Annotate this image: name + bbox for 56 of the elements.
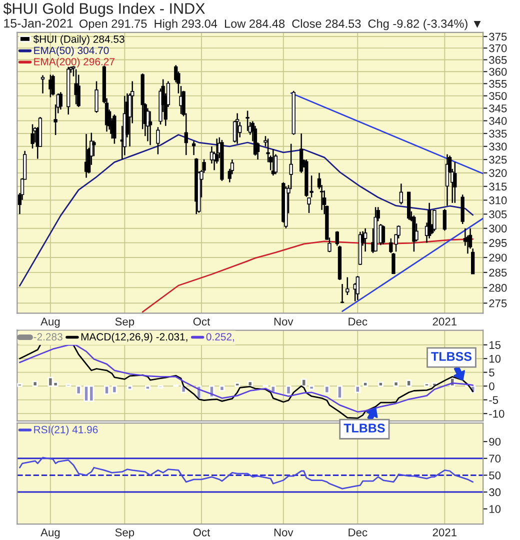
x-tick-label: Aug bbox=[40, 528, 60, 539]
y-tick-label: 280 bbox=[489, 284, 507, 292]
y-tick-label: 365 bbox=[489, 56, 507, 64]
y-tick-label: 350 bbox=[489, 92, 507, 100]
y-tick-label: 5 bbox=[489, 368, 494, 376]
y-tick-label: 330 bbox=[489, 142, 507, 151]
x-tick-label: 2021 bbox=[432, 318, 456, 326]
chart-subtitle: 15-Jan-2021 bbox=[4, 18, 73, 28]
y-tick-label: 310 bbox=[489, 196, 507, 204]
y-tick-label: 10 bbox=[489, 354, 501, 363]
y-tick-label: 290 bbox=[489, 254, 507, 262]
x-tick-label: Sep bbox=[115, 318, 134, 328]
x-tick-label: Dec bbox=[348, 528, 368, 536]
x-tick-label: Oct bbox=[193, 318, 210, 326]
x-tick-label: 2021 bbox=[432, 528, 456, 536]
y-tick-label: 325 bbox=[489, 156, 507, 164]
y-tick-label: 30 bbox=[489, 488, 501, 496]
legend-label: MACD(12,26,9) -2.031, bbox=[81, 332, 188, 343]
chart-title: $HUI Gold Bugs Index - INDX bbox=[3, 2, 205, 17]
annotation: TLBBS bbox=[344, 424, 385, 433]
y-tick-label: 335 bbox=[489, 130, 507, 138]
y-tick-label: 285 bbox=[489, 268, 507, 277]
y-tick-label: -5 bbox=[489, 396, 498, 404]
y-tick-label: 315 bbox=[489, 182, 507, 191]
y-tick-label: 300 bbox=[489, 224, 507, 232]
legend-label: EMA(200) 296.27 bbox=[34, 58, 114, 68]
text: Open 291.75 High 293.04 Low 284.48 Close 284.53 Chg -9.82 (-3.34%) ▼ bbox=[80, 19, 481, 30]
y-tick-label: 295 bbox=[489, 239, 507, 247]
x-tick-label: Sep bbox=[115, 528, 134, 539]
legend-label: 0.252, bbox=[206, 333, 234, 342]
y-tick-label: 90 bbox=[489, 438, 501, 446]
legend-label: RSI(21) 41.96 bbox=[34, 426, 98, 436]
y-tick-label: 375 bbox=[489, 32, 507, 41]
y-tick-label: 340 bbox=[489, 117, 507, 125]
y-tick-label: -10 bbox=[489, 410, 504, 418]
y-tick-label: 70 bbox=[489, 454, 501, 463]
x-tick-label: Oct bbox=[193, 528, 210, 536]
legend-label: $HUI (Daily) 284.53 bbox=[33, 35, 124, 45]
x-tick-label: Dec bbox=[348, 318, 368, 326]
y-tick-label: 10 bbox=[489, 505, 501, 514]
y-tick-label: 345 bbox=[489, 104, 507, 112]
x-tick-label: Nov bbox=[274, 318, 294, 326]
y-tick-label: 50 bbox=[489, 471, 501, 480]
y-tick-label: 0 bbox=[489, 382, 494, 390]
y-tick-label: 275 bbox=[489, 299, 507, 308]
y-tick-label: 320 bbox=[489, 169, 507, 177]
y-tick-label: 15 bbox=[489, 341, 501, 349]
y-tick-label: 305 bbox=[489, 210, 507, 218]
y-tick-label: 355 bbox=[489, 80, 507, 88]
x-tick-label: Aug bbox=[40, 318, 60, 328]
annotation: TLBSS bbox=[431, 352, 472, 361]
legend-label: EMA(50) 304.70 bbox=[34, 46, 109, 56]
y-tick-label: 360 bbox=[489, 68, 507, 76]
x-tick-label: Nov bbox=[274, 528, 294, 536]
y-tick-label: 370 bbox=[489, 44, 507, 52]
text: -2.283 bbox=[34, 333, 62, 341]
